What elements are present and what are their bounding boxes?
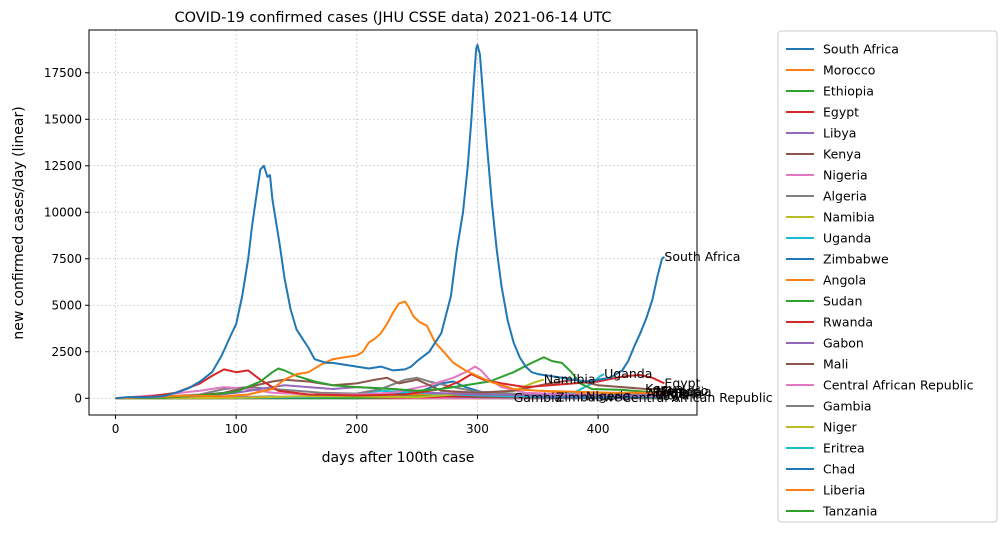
line-end-label: Kenya [645, 381, 683, 396]
line-end-annotations: South Africa Namibia Uganda EgyptKenyaMoroc… [514, 249, 773, 405]
legend: South Africa Morocco Ethiopia Egypt Libya Ken… [777, 30, 998, 523]
line-end-label: Rwanda [652, 385, 702, 400]
legend-label: Ethiopia [823, 84, 874, 99]
legend-item: Namibia [786, 210, 875, 225]
legend-label: Namibia [823, 210, 875, 225]
legend-item: Rwanda [786, 315, 873, 330]
axis-ticks: 0 100 200 300 400 0 2500 5000 7500 10000 12500 1500… [44, 66, 610, 436]
series-line [115, 365, 665, 400]
legend-item: Egypt [786, 105, 859, 120]
legend-label: Central African Republic [823, 378, 974, 393]
legend-label: Libya [823, 126, 856, 141]
legend-item: Algeria [786, 189, 867, 204]
legend-item: Nigeria [786, 168, 868, 183]
legend-item: Uganda [786, 231, 871, 246]
series-line [115, 378, 545, 400]
series-line [115, 43, 666, 400]
legend-label: Niger [823, 420, 857, 435]
x-tick-label: 0 [112, 422, 120, 436]
y-tick-label: 2500 [51, 345, 82, 359]
legend-label: Eritrea [823, 441, 865, 456]
line-end-label: Central African Republic [622, 390, 773, 405]
legend-label: Angola [823, 273, 866, 288]
legend-label: Tanzania [822, 504, 877, 519]
series-lines [115, 43, 666, 400]
chart-title: COVID-19 confirmed cases (JHU CSSE data)… [174, 10, 611, 26]
grid-lines [89, 30, 697, 415]
legend-item: Angola [786, 273, 866, 288]
y-tick-label: 10000 [44, 205, 82, 219]
y-tick-label: 0 [74, 391, 82, 405]
x-tick-label: 300 [466, 422, 489, 436]
line-end-label: Libya [656, 387, 689, 402]
line-end-label: Gambia [514, 390, 563, 405]
legend-item: Kenya [786, 147, 861, 162]
legend-label: Algeria [823, 189, 867, 204]
legend-item: Gabon [786, 336, 864, 351]
legend-label: Mali [823, 357, 848, 372]
legend-label: Nigeria [823, 168, 868, 183]
legend-item: South Africa [786, 42, 899, 57]
line-end-label: Namibia [544, 372, 596, 387]
legend-items: South Africa Morocco Ethiopia Egypt Libya Ken… [786, 42, 974, 519]
legend-item: Zimbabwe [786, 252, 889, 267]
line-end-label: Uganda [604, 366, 652, 381]
legend-label: Liberia [823, 483, 865, 498]
legend-label: Zimbabwe [823, 252, 889, 267]
line-end-label: Algeria [658, 387, 702, 402]
x-axis-label: days after 100th case [322, 450, 475, 466]
legend-item: Mali [786, 357, 848, 372]
y-tick-label: 12500 [44, 159, 82, 173]
series-line [115, 356, 665, 400]
legend-item: Niger [786, 420, 857, 435]
legend-item: Liberia [786, 483, 865, 498]
legend-label: Uganda [823, 231, 871, 246]
legend-item: Central African Republic [786, 378, 974, 393]
legend-label: Gabon [823, 336, 864, 351]
line-end-label: Angola [646, 386, 689, 401]
x-tick-label: 100 [225, 422, 248, 436]
legend-label: Kenya [823, 147, 861, 162]
line-end-label: South Africa [664, 249, 740, 264]
legend-item: Sudan [786, 294, 862, 309]
legend-item: Gambia [786, 399, 872, 414]
legend-item: Eritrea [786, 441, 865, 456]
legend-label: Egypt [823, 105, 859, 120]
legend-label: Chad [823, 462, 855, 477]
line-end-label: Zimbabwe [556, 389, 622, 404]
line-end-label: Nigeria [586, 388, 631, 403]
legend-label: Sudan [823, 294, 862, 309]
x-tick-label: 200 [345, 422, 368, 436]
y-axis-label: new confirmed cases/day (linear) [11, 106, 27, 339]
x-tick-label: 400 [587, 422, 610, 436]
legend-label: Morocco [823, 63, 875, 78]
legend-item: Tanzania [786, 504, 877, 519]
line-end-label: Morocco [656, 383, 708, 398]
y-tick-label: 7500 [51, 252, 82, 266]
legend-item: Ethiopia [786, 84, 874, 99]
legend-item: Morocco [786, 63, 875, 78]
legend-label: Gambia [823, 399, 872, 414]
legend-item: Libya [786, 126, 856, 141]
legend-label: South Africa [823, 42, 899, 57]
legend-frame [777, 30, 998, 523]
series-line [115, 300, 665, 400]
y-tick-label: 5000 [51, 298, 82, 312]
line-end-label: Egypt [664, 375, 700, 390]
y-tick-label: 17500 [44, 66, 82, 80]
plot-frame [88, 29, 698, 416]
line-end-label: Ethiopia [661, 384, 712, 399]
y-tick-label: 15000 [44, 112, 82, 126]
legend-item: Chad [786, 462, 855, 477]
legend-label: Rwanda [823, 315, 873, 330]
